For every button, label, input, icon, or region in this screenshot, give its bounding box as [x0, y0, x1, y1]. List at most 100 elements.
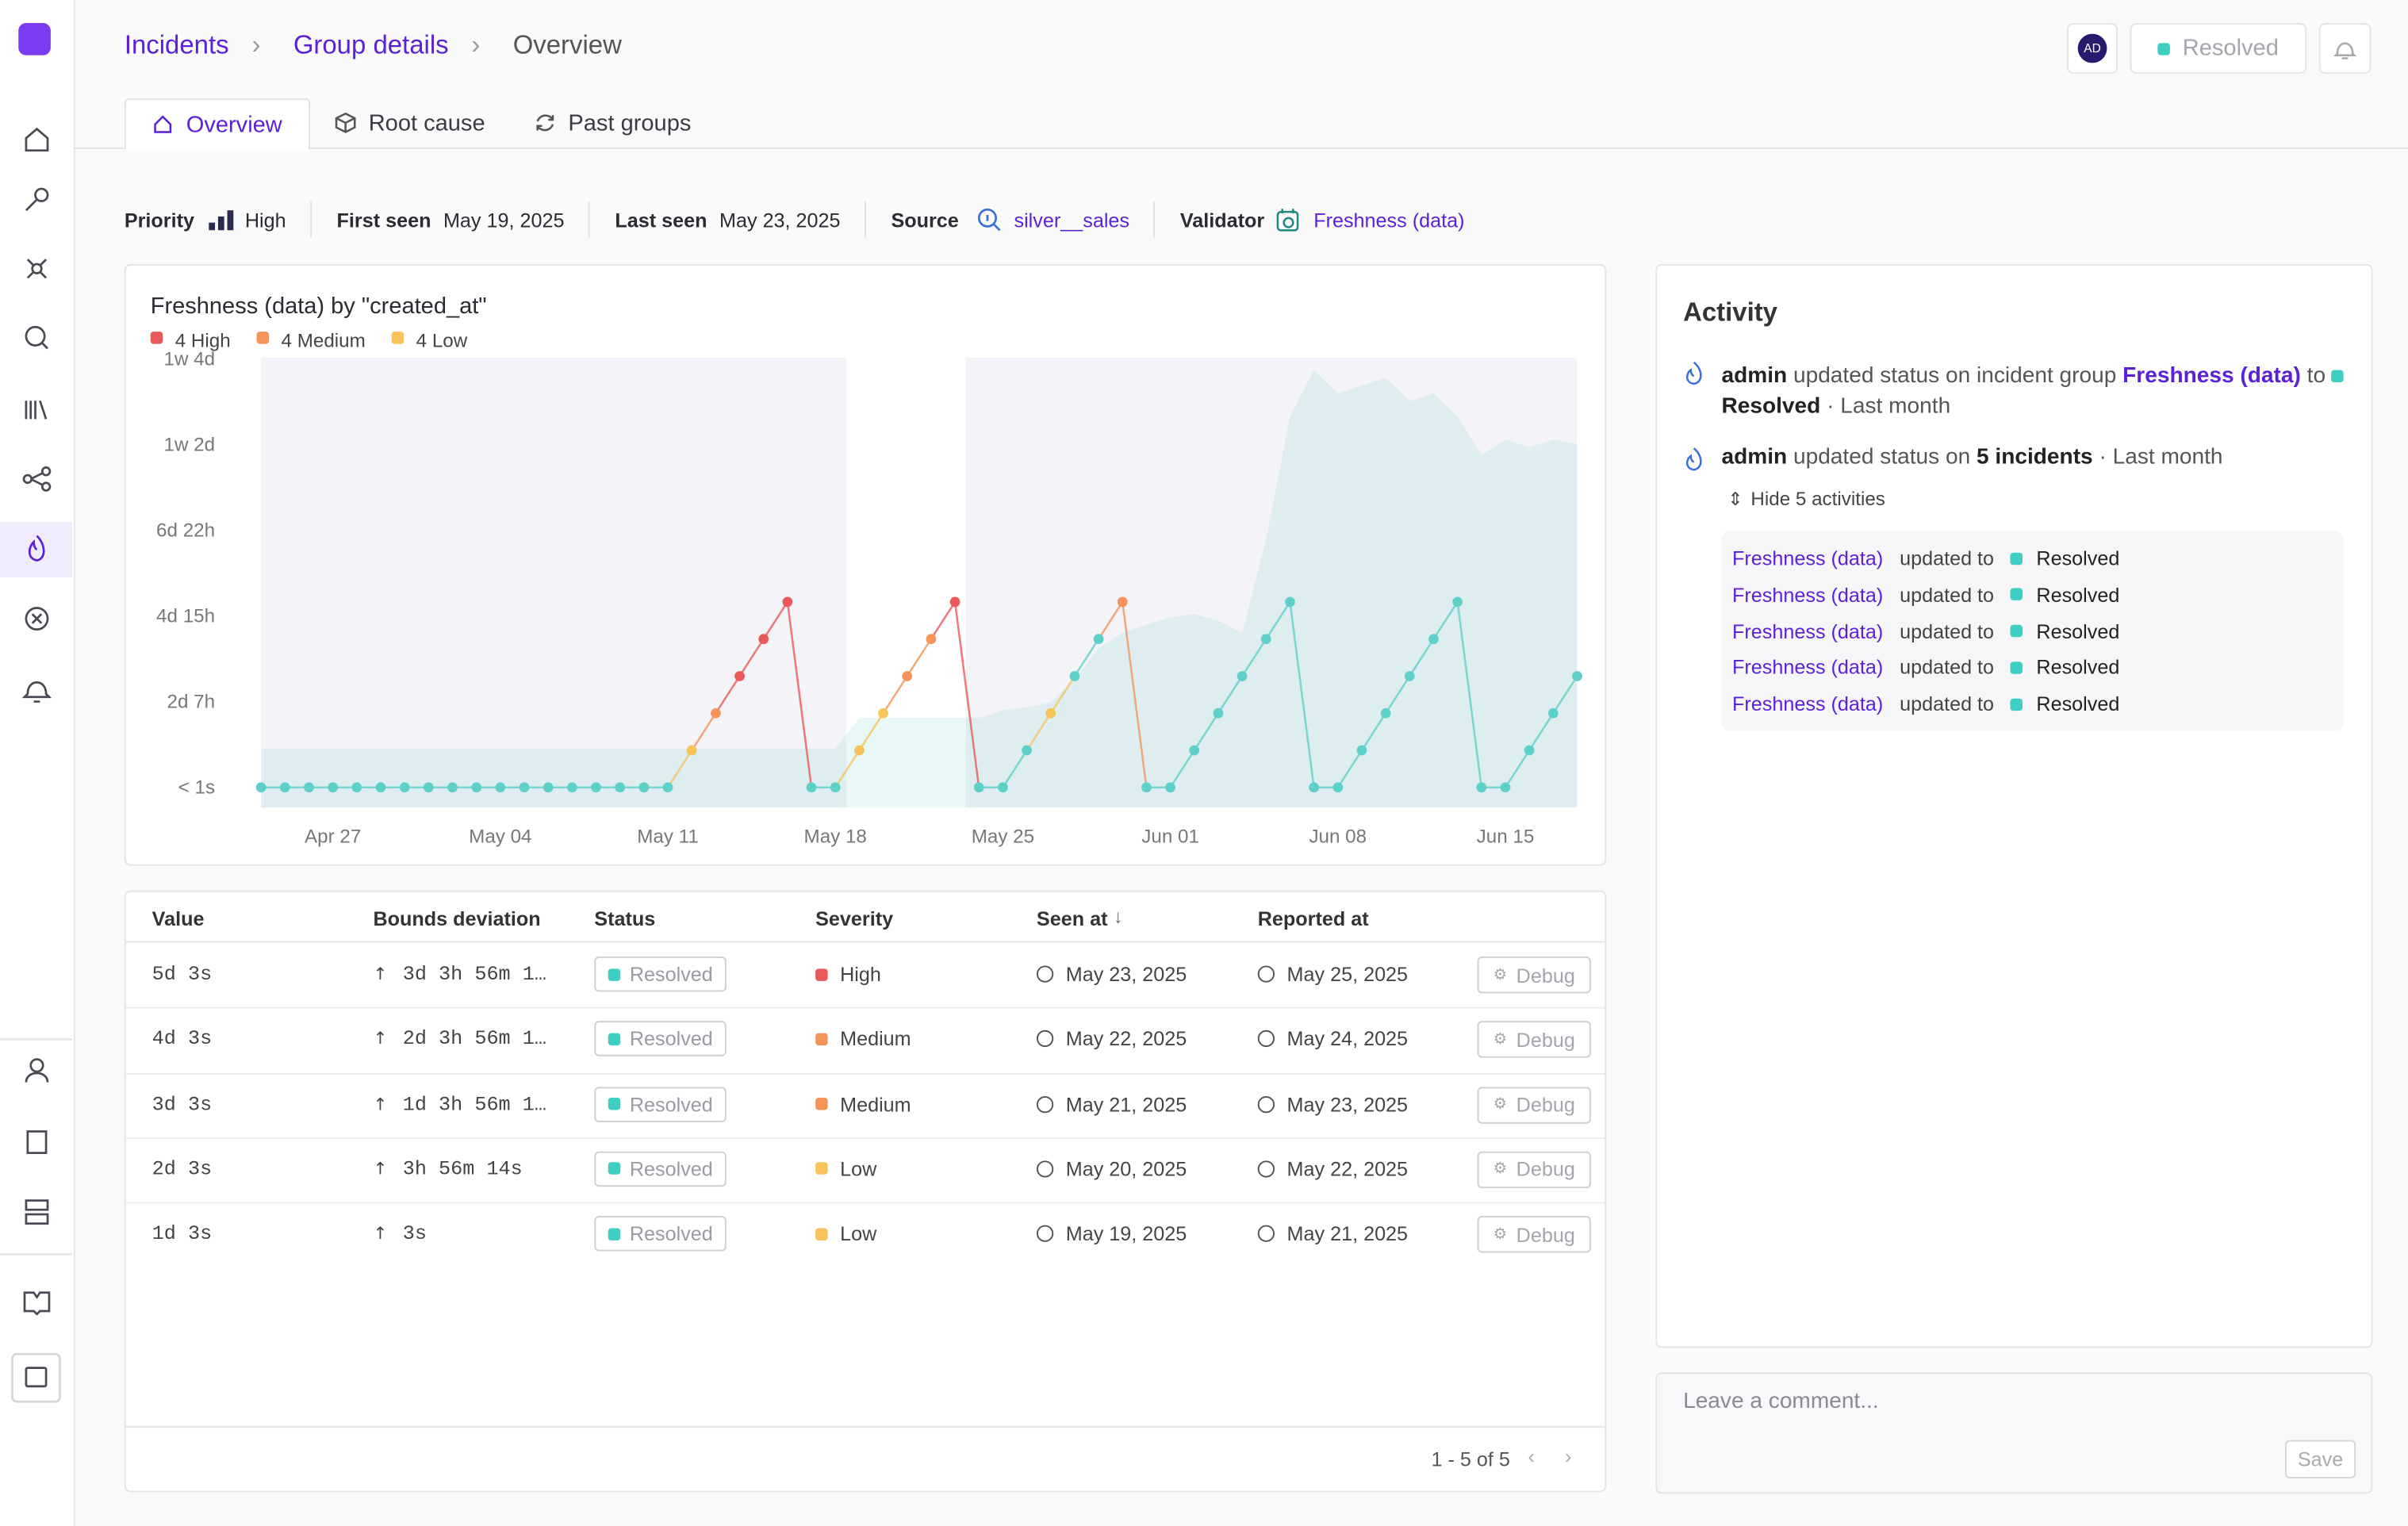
sub-link[interactable]: Freshness (data) [1732, 583, 1884, 607]
line-segment [1241, 638, 1267, 677]
actor: admin [1721, 363, 1788, 389]
y-tick-label: 4d 15h [156, 606, 215, 627]
sub-item: Freshness (data) updated to Resolved [1732, 692, 2119, 715]
debug-label: Debug [1516, 1093, 1575, 1117]
point [1524, 745, 1535, 756]
severity-dot [815, 968, 828, 980]
date: May 24, 2025 [1286, 1027, 1409, 1051]
activity-title: Activity [1683, 297, 1778, 328]
server-icon[interactable] [25, 1199, 49, 1211]
user-icon[interactable] [29, 1058, 44, 1073]
save-button[interactable]: Save [2285, 1440, 2356, 1478]
sub-text: updated to [1900, 583, 1995, 607]
status-dot [608, 1098, 621, 1110]
building-icon[interactable] [26, 1130, 48, 1154]
debug-button[interactable]: ⚙ Debug [1477, 956, 1591, 994]
key-icon[interactable] [34, 187, 49, 202]
line-segment [666, 750, 693, 788]
toggle-activities[interactable]: ⇕ Hide 5 activities [1727, 488, 1885, 510]
search-icon[interactable] [25, 325, 46, 347]
point [662, 782, 673, 793]
clock-icon [1257, 1160, 1275, 1178]
library-icon[interactable] [25, 400, 48, 420]
collapse-button[interactable] [11, 1352, 61, 1403]
line-segment [1026, 712, 1052, 751]
date-cell: May 24, 2025 [1257, 1027, 1409, 1051]
line-segment [1098, 601, 1124, 640]
tab[interactable]: Root cause [335, 98, 485, 148]
date: May 23, 2025 [1065, 962, 1187, 986]
date-cell: May 23, 2025 [1257, 1092, 1408, 1115]
activity-link[interactable]: Freshness (data) [2122, 363, 2301, 389]
point [1428, 634, 1439, 645]
bell-icon[interactable] [21, 681, 52, 703]
line-segment [953, 601, 980, 788]
row-rule [125, 1072, 1605, 1075]
debug-button[interactable]: ⚙ Debug [1477, 1151, 1591, 1188]
table-card: 1 - 5 of 5 ‹ › Value Bounds deviation Stat… [124, 890, 1607, 1493]
severity-label: Medium [840, 1092, 911, 1116]
tab[interactable]: Past groups [535, 98, 691, 148]
severity-label: High [840, 962, 881, 986]
point [566, 782, 577, 793]
bug-icon: ⚙ [1493, 1161, 1508, 1179]
clock-icon [1257, 1225, 1275, 1243]
date: May 25, 2025 [1286, 962, 1409, 986]
tab[interactable]: Overview [124, 98, 311, 151]
docs-icon[interactable] [23, 1291, 51, 1316]
home-icon[interactable] [25, 127, 49, 152]
comment-box[interactable]: Leave a comment... Save [1655, 1372, 2373, 1494]
logo[interactable] [18, 23, 51, 56]
notify-button[interactable] [2318, 23, 2372, 74]
line-segment [1073, 638, 1100, 677]
date-cell: May 20, 2025 [1036, 1157, 1187, 1180]
point [1476, 782, 1487, 793]
legend-swatch [391, 332, 405, 344]
point [351, 782, 362, 793]
sub-link[interactable]: Freshness (data) [1732, 692, 1884, 716]
point [830, 782, 841, 793]
source-link[interactable]: silver__sales [1014, 208, 1130, 232]
clock-icon [1257, 1030, 1275, 1048]
validator-link[interactable]: Freshness (data) [1313, 208, 1465, 232]
point [1404, 671, 1415, 681]
debug-button[interactable]: ⚙ Debug [1477, 1216, 1591, 1253]
line-segment [1049, 675, 1076, 714]
status-dot [2010, 698, 2023, 711]
sub-link[interactable]: Freshness (data) [1732, 546, 1884, 570]
graph-icon[interactable] [31, 263, 43, 274]
point [1500, 782, 1511, 793]
severity: Low [815, 1222, 876, 1245]
point [973, 782, 984, 793]
severity: Medium [815, 1027, 911, 1051]
point [902, 671, 913, 681]
sub-status: Resolved [2036, 583, 2120, 607]
status-button[interactable]: Resolved [2130, 23, 2307, 74]
cell: ↑ 3h 56m 14s [373, 1157, 522, 1180]
activity-item: admin updated status on 5 incidents · La… [1721, 445, 2222, 470]
lineage-icon[interactable] [22, 474, 33, 485]
line-segment [1336, 750, 1363, 788]
x-tick-label: May 25 [972, 826, 1034, 848]
legend-label: 4 High [175, 330, 231, 351]
meta-row: Priority High First seen May 19, 2025 Las… [125, 201, 1465, 239]
error-icon[interactable] [25, 607, 49, 631]
avatar-button[interactable]: AD [2067, 23, 2119, 74]
status-badge: Resolved [594, 1021, 727, 1057]
activity-time: · Last month [1827, 394, 1951, 420]
debug-button[interactable]: ⚙ Debug [1477, 1021, 1591, 1059]
sub-link[interactable]: Freshness (data) [1732, 619, 1884, 643]
severity-label: Medium [840, 1027, 911, 1051]
debug-button[interactable]: ⚙ Debug [1477, 1086, 1591, 1124]
prev-page[interactable]: ‹ [1528, 1444, 1535, 1468]
sub-link[interactable]: Freshness (data) [1732, 656, 1884, 680]
breadcrumb-link[interactable]: Incidents [124, 30, 229, 60]
incidents-icon[interactable] [28, 535, 45, 562]
next-page[interactable]: › [1564, 1444, 1572, 1468]
line-segment [1456, 601, 1483, 788]
deviation: 2d 3h 56m 1… [402, 1027, 546, 1051]
line-segment [1552, 675, 1578, 714]
breadcrumb-link[interactable]: Group details [293, 30, 449, 60]
date-cell: May 22, 2025 [1257, 1157, 1408, 1180]
